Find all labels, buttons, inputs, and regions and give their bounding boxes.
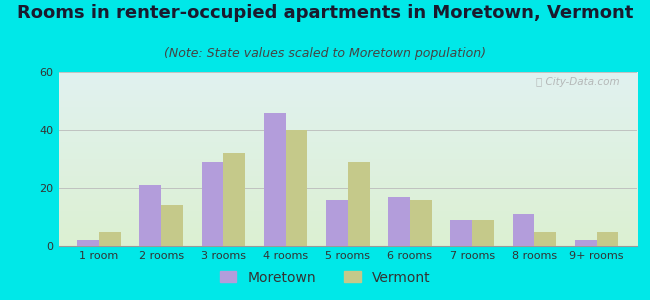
- Bar: [224, 153, 245, 246]
- Bar: [597, 232, 618, 246]
- Bar: [348, 162, 369, 246]
- Legend: Moretown, Vermont: Moretown, Vermont: [214, 265, 436, 290]
- Bar: [513, 214, 534, 246]
- Bar: [575, 240, 597, 246]
- Bar: [264, 112, 285, 246]
- Bar: [139, 185, 161, 246]
- Text: ⓘ City-Data.com: ⓘ City-Data.com: [536, 77, 619, 87]
- Bar: [410, 200, 432, 246]
- Text: Rooms in renter-occupied apartments in Moretown, Vermont: Rooms in renter-occupied apartments in M…: [17, 4, 633, 22]
- Bar: [161, 206, 183, 246]
- Bar: [99, 232, 121, 246]
- Bar: [202, 162, 224, 246]
- Bar: [326, 200, 348, 246]
- Text: (Note: State values scaled to Moretown population): (Note: State values scaled to Moretown p…: [164, 46, 486, 59]
- Bar: [534, 232, 556, 246]
- Bar: [472, 220, 494, 246]
- Bar: [77, 240, 99, 246]
- Bar: [285, 130, 307, 246]
- Bar: [450, 220, 472, 246]
- Bar: [388, 197, 410, 246]
